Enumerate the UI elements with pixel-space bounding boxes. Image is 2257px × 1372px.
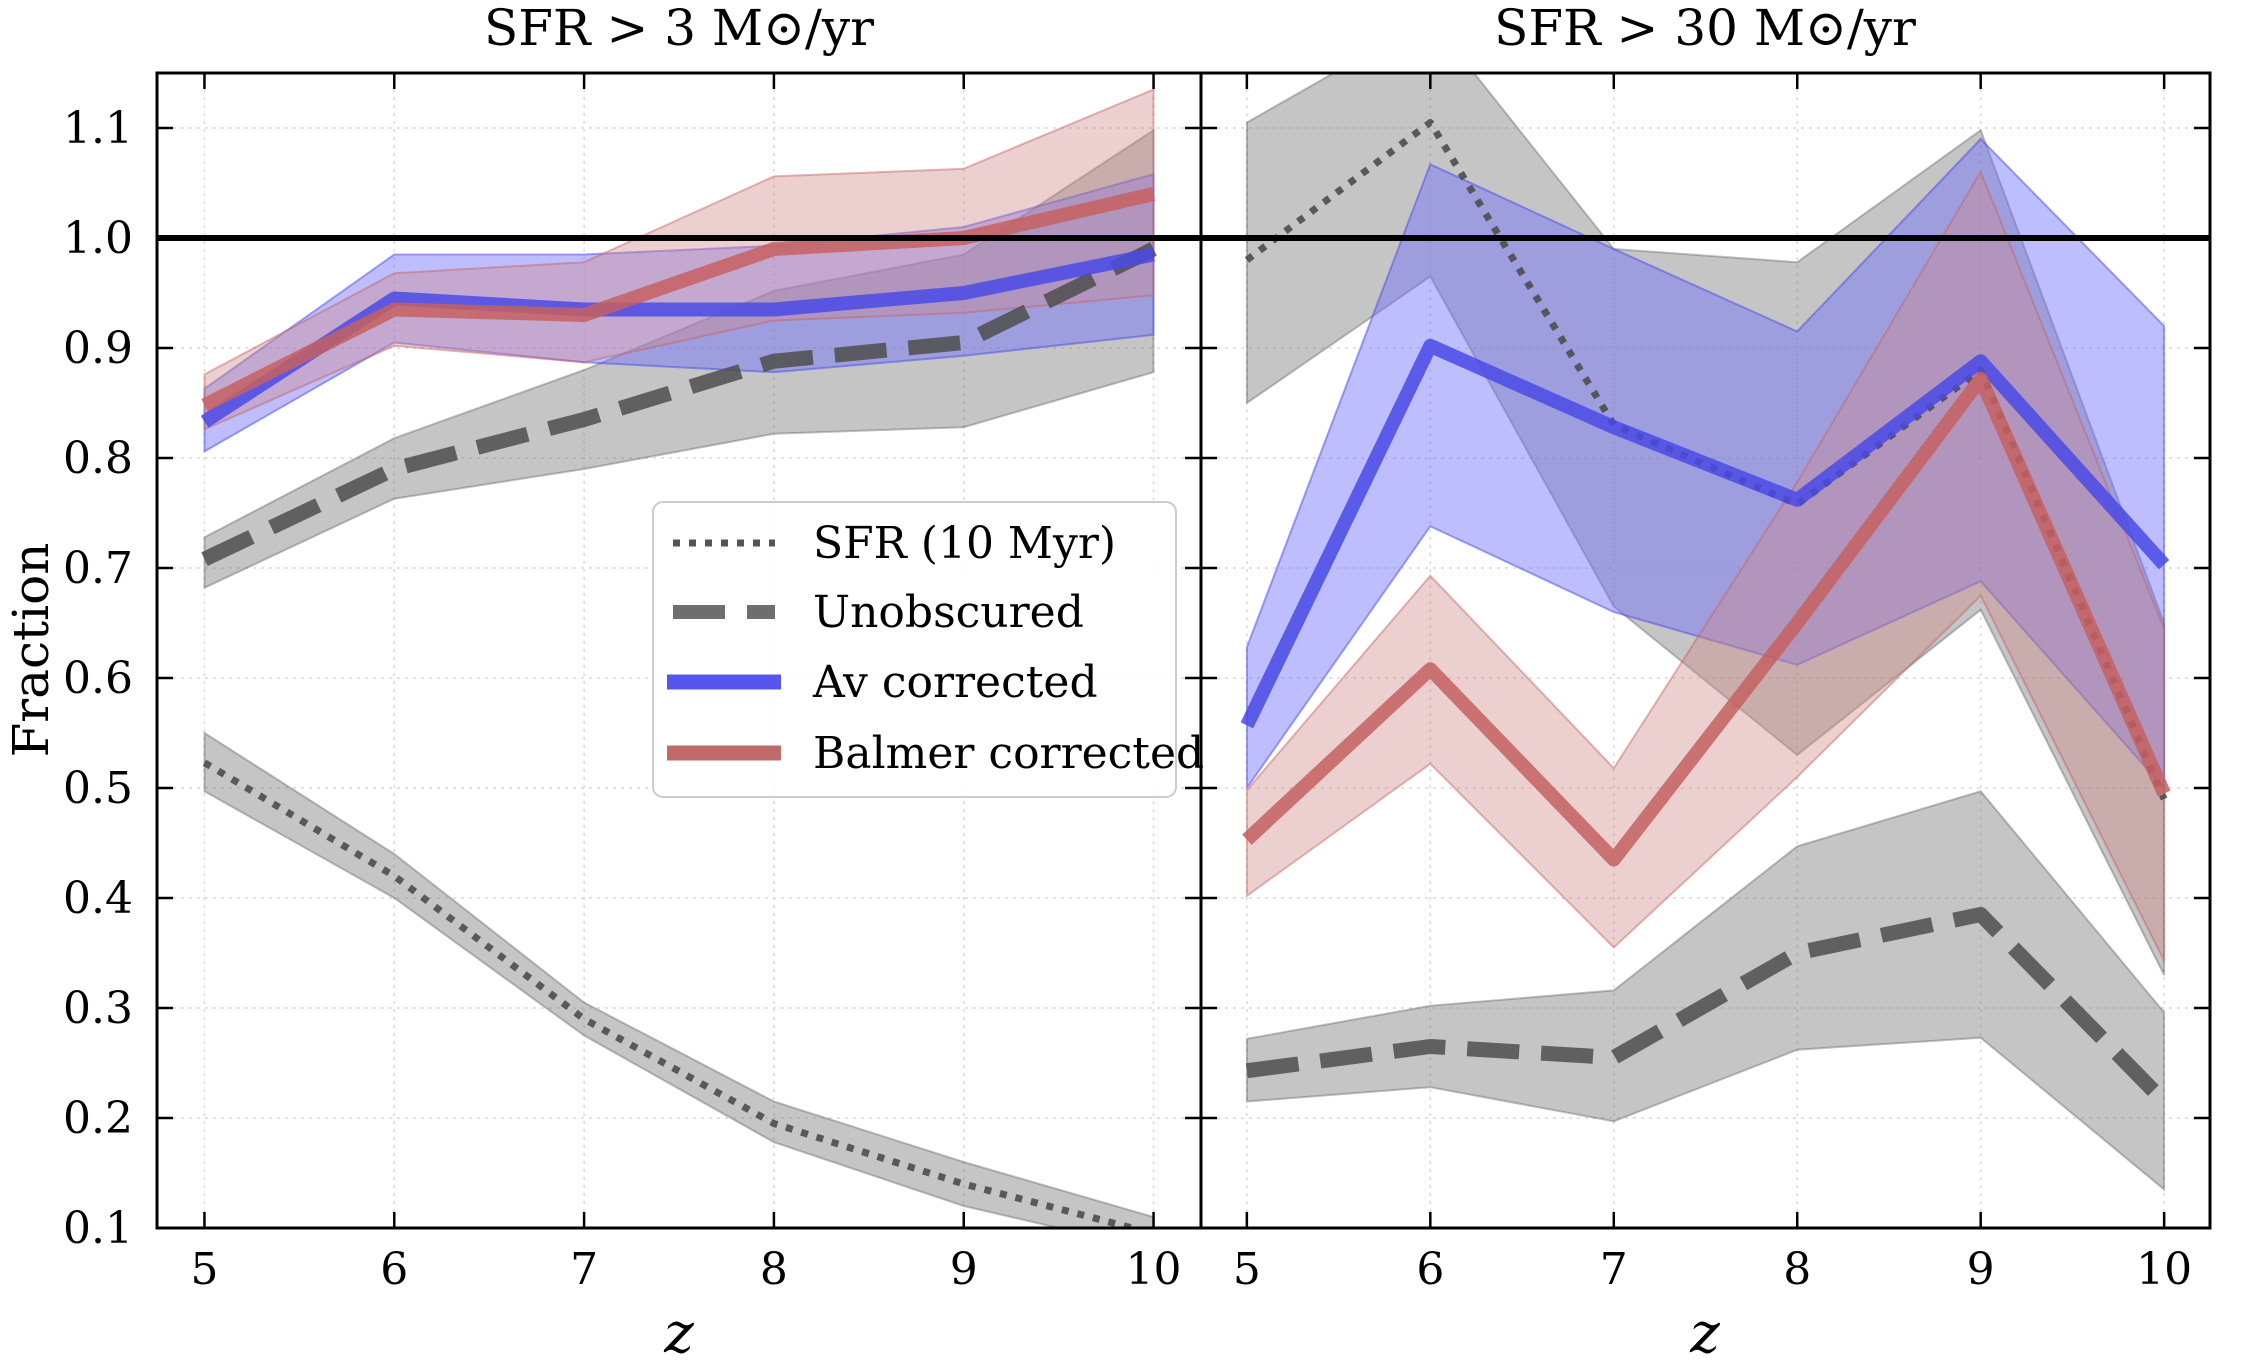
axis-ticks bbox=[1201, 73, 2210, 1230]
x-tick-labels: 5 6 7 8 9 10 bbox=[1233, 1244, 2192, 1295]
x-tick-label-6: 6 bbox=[1416, 1244, 1444, 1295]
right-panel: 5 6 7 8 9 10 SFR > 30 M⊙/yr z bbox=[1199, 0, 2212, 1366]
x-tick-labels: 5 6 7 8 9 10 bbox=[190, 1244, 1181, 1295]
x-tick-label-5: 5 bbox=[190, 1244, 218, 1295]
line-balmer-corrected bbox=[201, 187, 1156, 412]
y-tick-label-0.4: 0.4 bbox=[63, 873, 133, 924]
x-tick-label-9: 9 bbox=[950, 1244, 978, 1295]
legend: SFR (10 Myr) Unobscured Av corrected Bal… bbox=[652, 501, 1204, 798]
panel-title: SFR > 30 M⊙/yr bbox=[1494, 0, 1916, 57]
plot-frame bbox=[1199, 71, 2212, 1230]
y-tick-label-0.8: 0.8 bbox=[63, 433, 133, 484]
y-tick-label-0.3: 0.3 bbox=[63, 983, 133, 1034]
y-axis-label: Fraction bbox=[2, 543, 60, 758]
band-balmer-corrected bbox=[203, 87, 1155, 431]
x-tick-label-7: 7 bbox=[570, 1244, 598, 1295]
y-tick-label-0.1: 0.1 bbox=[63, 1203, 133, 1254]
x-tick-label-6: 6 bbox=[380, 1244, 408, 1295]
axis-ticks bbox=[157, 73, 1201, 1230]
series-lines bbox=[1240, 119, 2171, 1107]
x-tick-label-8: 8 bbox=[760, 1244, 788, 1295]
band-unobscured bbox=[203, 128, 1155, 590]
legend-box bbox=[652, 501, 1177, 798]
legend-label-av: Av corrected bbox=[812, 657, 1098, 708]
x-tick-label-10: 10 bbox=[2136, 1244, 2192, 1295]
y-tick-label-0.6: 0.6 bbox=[63, 653, 133, 704]
band-sfr-10-myr bbox=[203, 731, 1155, 1228]
y-tick-label-1.1: 1.1 bbox=[63, 103, 133, 154]
y-tick-label-0.2: 0.2 bbox=[63, 1093, 133, 1144]
x-tick-label-7: 7 bbox=[1600, 1244, 1628, 1295]
series-lines bbox=[200, 187, 1157, 1228]
band-balmer-corrected bbox=[1245, 169, 2166, 962]
legend-label-sfr: SFR (10 Myr) bbox=[813, 518, 1116, 569]
legend-label-unobscured: Unobscured bbox=[813, 587, 1084, 638]
line-av-corrected bbox=[1240, 338, 2170, 729]
y-tick-label-0.9: 0.9 bbox=[63, 323, 133, 374]
legend-label-balmer: Balmer corrected bbox=[813, 728, 1204, 779]
y-tick-label-0.5: 0.5 bbox=[63, 763, 133, 814]
line-balmer-corrected bbox=[1242, 371, 2171, 867]
panel-title: SFR > 3 M⊙/yr bbox=[484, 0, 874, 57]
x-axis-label: z bbox=[663, 1301, 694, 1366]
x-tick-label-8: 8 bbox=[1783, 1244, 1811, 1295]
y-tick-label-1.0: 1.0 bbox=[63, 213, 133, 264]
line-unobscured bbox=[201, 242, 1157, 566]
x-tick-label-10: 10 bbox=[1126, 1244, 1182, 1295]
x-tick-label-5: 5 bbox=[1233, 1244, 1261, 1295]
y-tick-label-0.7: 0.7 bbox=[63, 543, 133, 594]
x-axis-label: z bbox=[1689, 1301, 1720, 1366]
x-tick-label-9: 9 bbox=[1967, 1244, 1995, 1295]
band-unobscured bbox=[1245, 790, 2166, 1192]
left-panel: 5 6 7 8 9 10 0.1 0.2 0.3 0.4 0.5 0.6 0.7 0.8 0.9 1.0 1.… bbox=[63, 0, 1203, 1366]
y-tick-labels: 0.1 0.2 0.3 0.4 0.5 0.6 0.7 0.8 0.9 1.0 1.1 bbox=[63, 103, 133, 1254]
line-unobscured bbox=[1245, 907, 2170, 1107]
